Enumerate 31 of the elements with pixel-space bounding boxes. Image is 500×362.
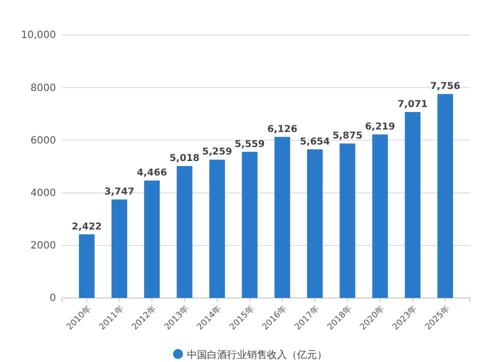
bar [176, 166, 192, 298]
y-tick-label: 4000 [30, 188, 56, 199]
bar [404, 112, 420, 298]
data-label: 5,259 [202, 146, 232, 158]
bar [340, 143, 356, 298]
bar [307, 149, 323, 298]
data-label: 2,422 [72, 221, 102, 232]
data-label: 4,466 [136, 168, 168, 179]
legend-label: 中国白酒行业销售收入（亿元） [187, 349, 327, 361]
y-tick-label: 0 [50, 293, 56, 304]
bar [112, 199, 128, 298]
bar [242, 152, 258, 298]
data-label: 3,747 [104, 186, 134, 198]
data-label: 6,126 [267, 124, 298, 135]
data-label: 5,875 [332, 130, 362, 142]
y-tick-label: 2000 [30, 240, 56, 252]
data-label: 5,018 [170, 153, 200, 164]
data-label: 7,071 [398, 99, 428, 110]
bar [78, 234, 95, 298]
data-label: 6,219 [365, 121, 396, 132]
y-tick-label: 6000 [30, 135, 56, 146]
data-label: 7,756 [430, 81, 461, 92]
y-tick-label: 10,000 [21, 30, 56, 42]
data-label: 5,559 [234, 138, 265, 150]
y-tick-label: 8000 [30, 82, 56, 94]
data-label: 5,654 [300, 136, 330, 148]
bar [437, 94, 454, 298]
bar [372, 134, 388, 298]
bar [144, 180, 160, 298]
bar [209, 160, 225, 298]
bar [274, 136, 290, 298]
